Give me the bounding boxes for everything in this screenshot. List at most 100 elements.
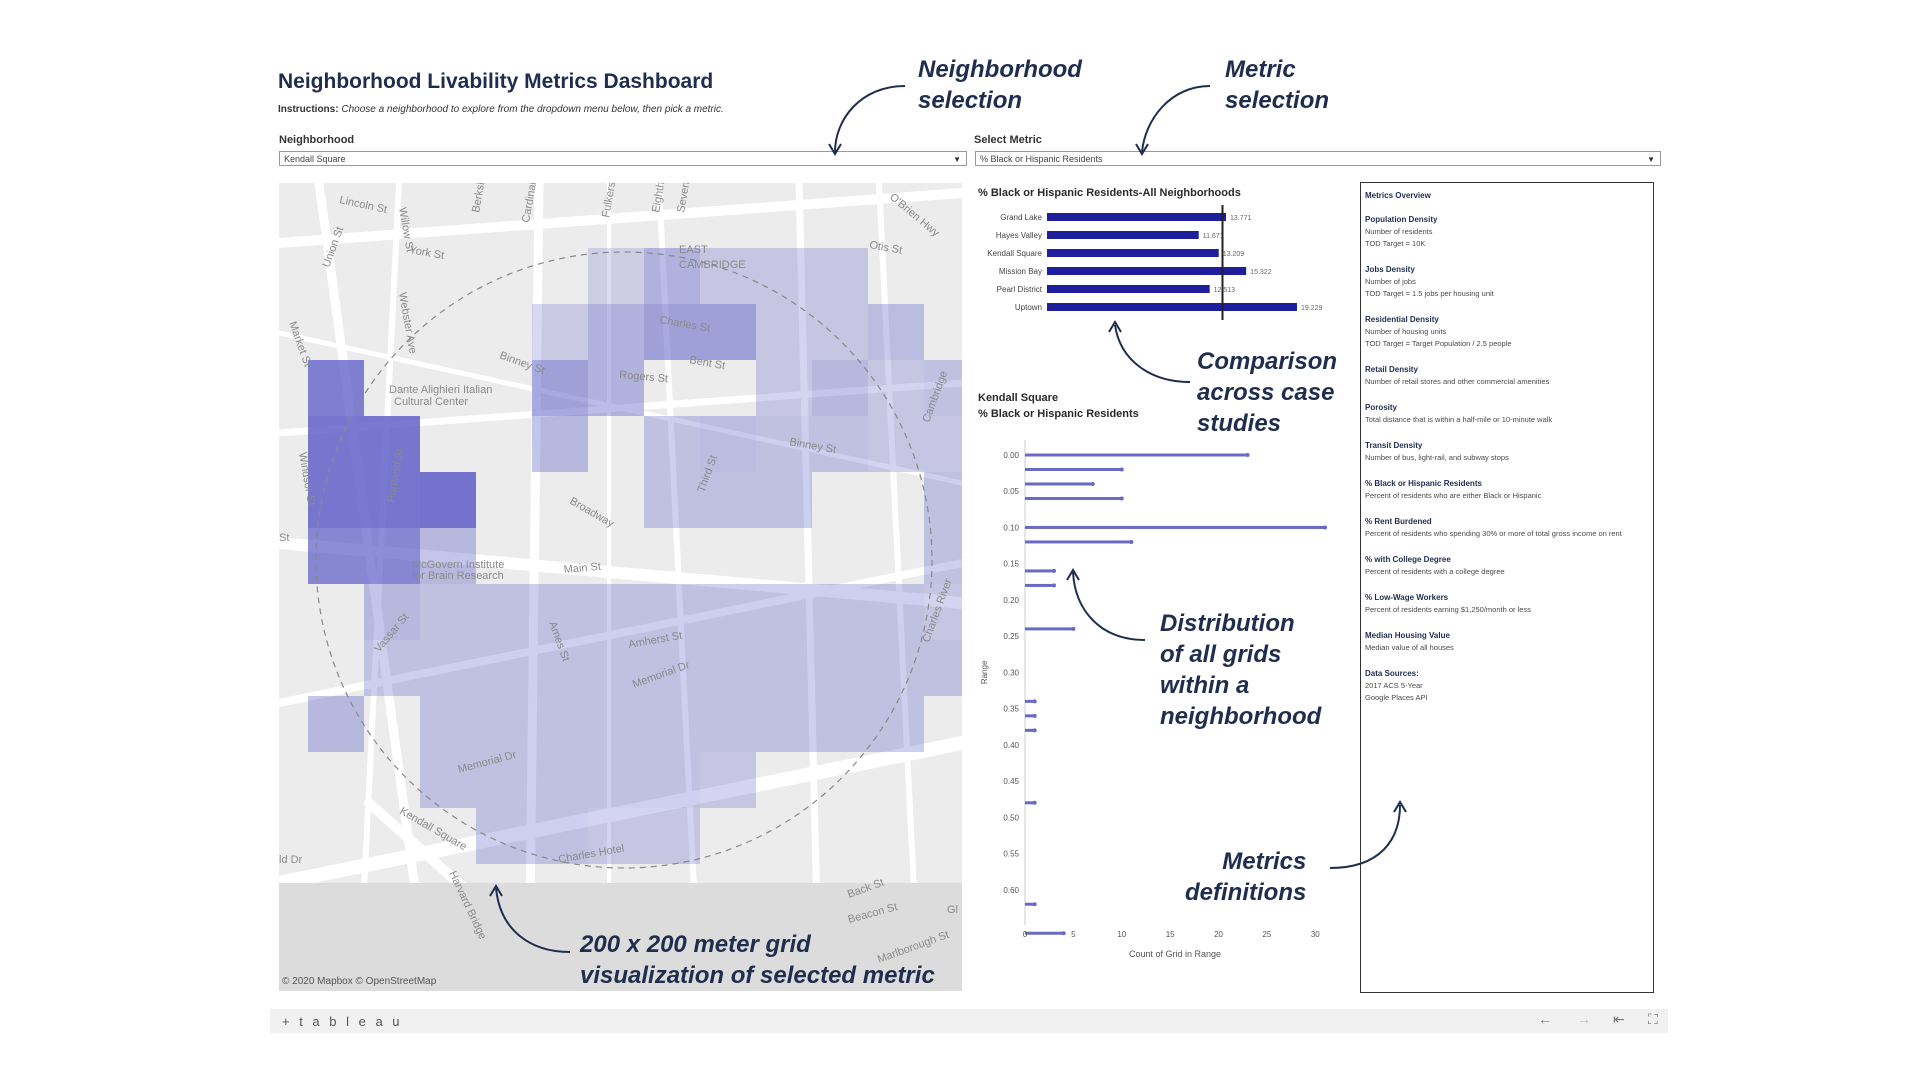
histogram-bar[interactable]: [1025, 801, 1035, 805]
grid-cell[interactable]: [812, 640, 868, 696]
redo-icon[interactable]: →: [1577, 1011, 1591, 1027]
grid-cell[interactable]: [532, 808, 588, 864]
histogram-bar[interactable]: [1025, 525, 1325, 529]
grid-cell[interactable]: [308, 472, 364, 528]
grid-cell[interactable]: [756, 248, 812, 304]
grid-cell[interactable]: [588, 360, 644, 416]
histogram-bar[interactable]: [1025, 714, 1035, 718]
grid-cell[interactable]: [308, 360, 364, 416]
histogram-bar[interactable]: [1025, 467, 1122, 471]
grid-cell[interactable]: [644, 696, 700, 752]
grid-cell[interactable]: [532, 696, 588, 752]
grid-cell[interactable]: [700, 752, 756, 808]
grid-cell[interactable]: [868, 416, 924, 472]
grid-cell[interactable]: [588, 584, 644, 640]
grid-cell[interactable]: [756, 416, 812, 472]
grid-cell[interactable]: [532, 640, 588, 696]
grid-cell[interactable]: [364, 528, 420, 584]
grid-cell[interactable]: [868, 584, 924, 640]
grid-cell[interactable]: [700, 416, 756, 472]
comparison-bar[interactable]: [1047, 249, 1219, 257]
grid-cell[interactable]: [756, 696, 812, 752]
grid-cell[interactable]: [588, 808, 644, 864]
grid-cell[interactable]: [532, 304, 588, 360]
grid-cell[interactable]: [868, 360, 924, 416]
grid-cell[interactable]: [644, 472, 700, 528]
grid-cell[interactable]: [644, 416, 700, 472]
grid-cell[interactable]: [644, 584, 700, 640]
grid-cell[interactable]: [924, 472, 962, 528]
grid-cell[interactable]: [476, 640, 532, 696]
histogram-bar[interactable]: [1025, 699, 1035, 703]
grid-cell[interactable]: [364, 472, 420, 528]
grid-cell[interactable]: [588, 752, 644, 808]
grid-cell[interactable]: [924, 640, 962, 696]
grid-cell[interactable]: [476, 752, 532, 808]
grid-cell[interactable]: [476, 696, 532, 752]
grid-cell[interactable]: [700, 304, 756, 360]
grid-cell[interactable]: [532, 360, 588, 416]
grid-cell[interactable]: [756, 360, 812, 416]
grid-cell[interactable]: [700, 584, 756, 640]
histogram-bar[interactable]: [1025, 627, 1074, 631]
grid-cell[interactable]: [420, 472, 476, 528]
neighborhood-dropdown[interactable]: Kendall Square ▼: [279, 151, 967, 166]
grid-cell[interactable]: [364, 640, 420, 696]
grid-cell[interactable]: [532, 584, 588, 640]
grid-cell[interactable]: [476, 584, 532, 640]
histogram-bar[interactable]: [1025, 583, 1055, 587]
histogram-bar[interactable]: [1025, 902, 1035, 906]
grid-cell[interactable]: [532, 416, 588, 472]
comparison-bar[interactable]: [1047, 303, 1297, 311]
grid-cell[interactable]: [812, 584, 868, 640]
grid-cell[interactable]: [644, 248, 700, 304]
grid-cell[interactable]: [308, 416, 364, 472]
tableau-logo[interactable]: + t a b l e a u: [282, 1014, 403, 1029]
fullscreen-icon[interactable]: ⛶: [1648, 1011, 1658, 1027]
grid-cell[interactable]: [700, 696, 756, 752]
grid-cell[interactable]: [812, 360, 868, 416]
grid-cell[interactable]: [868, 304, 924, 360]
grid-cell[interactable]: [644, 304, 700, 360]
grid-cell[interactable]: [924, 528, 962, 584]
comparison-bar[interactable]: [1047, 231, 1199, 239]
grid-cell[interactable]: [588, 304, 644, 360]
histogram-bar[interactable]: [1025, 569, 1055, 573]
grid-cell[interactable]: [924, 416, 962, 472]
grid-cell[interactable]: [420, 640, 476, 696]
grid-cell[interactable]: [812, 416, 868, 472]
undo-icon[interactable]: ←: [1538, 1011, 1552, 1027]
grid-cell[interactable]: [812, 304, 868, 360]
grid-cell[interactable]: [756, 640, 812, 696]
grid-cell[interactable]: [588, 696, 644, 752]
grid-cell[interactable]: [588, 640, 644, 696]
grid-cell[interactable]: [700, 472, 756, 528]
metric-dropdown[interactable]: % Black or Hispanic Residents ▼: [975, 151, 1661, 166]
comparison-bar[interactable]: [1047, 285, 1210, 293]
revert-icon[interactable]: ⇤: [1613, 1011, 1625, 1027]
grid-cell[interactable]: [700, 640, 756, 696]
grid-cell[interactable]: [812, 696, 868, 752]
grid-cell[interactable]: [588, 248, 644, 304]
histogram-bar[interactable]: [1025, 453, 1248, 457]
grid-cell[interactable]: [756, 304, 812, 360]
grid-cell[interactable]: [308, 696, 364, 752]
grid-cell[interactable]: [364, 416, 420, 472]
histogram-bar[interactable]: [1025, 728, 1035, 732]
grid-cell[interactable]: [924, 360, 962, 416]
histogram-bar[interactable]: [1025, 931, 1064, 935]
grid-cell[interactable]: [812, 248, 868, 304]
grid-cell[interactable]: [756, 472, 812, 528]
grid-cell[interactable]: [532, 752, 588, 808]
histogram-bar[interactable]: [1025, 482, 1093, 486]
grid-cell[interactable]: [420, 696, 476, 752]
grid-cell[interactable]: [420, 584, 476, 640]
grid-cell[interactable]: [476, 808, 532, 864]
grid-cell[interactable]: [868, 640, 924, 696]
grid-cell[interactable]: [644, 808, 700, 864]
histogram-bar[interactable]: [1025, 540, 1132, 544]
grid-cell[interactable]: [644, 752, 700, 808]
histogram-bar[interactable]: [1025, 496, 1122, 500]
grid-cell[interactable]: [364, 584, 420, 640]
